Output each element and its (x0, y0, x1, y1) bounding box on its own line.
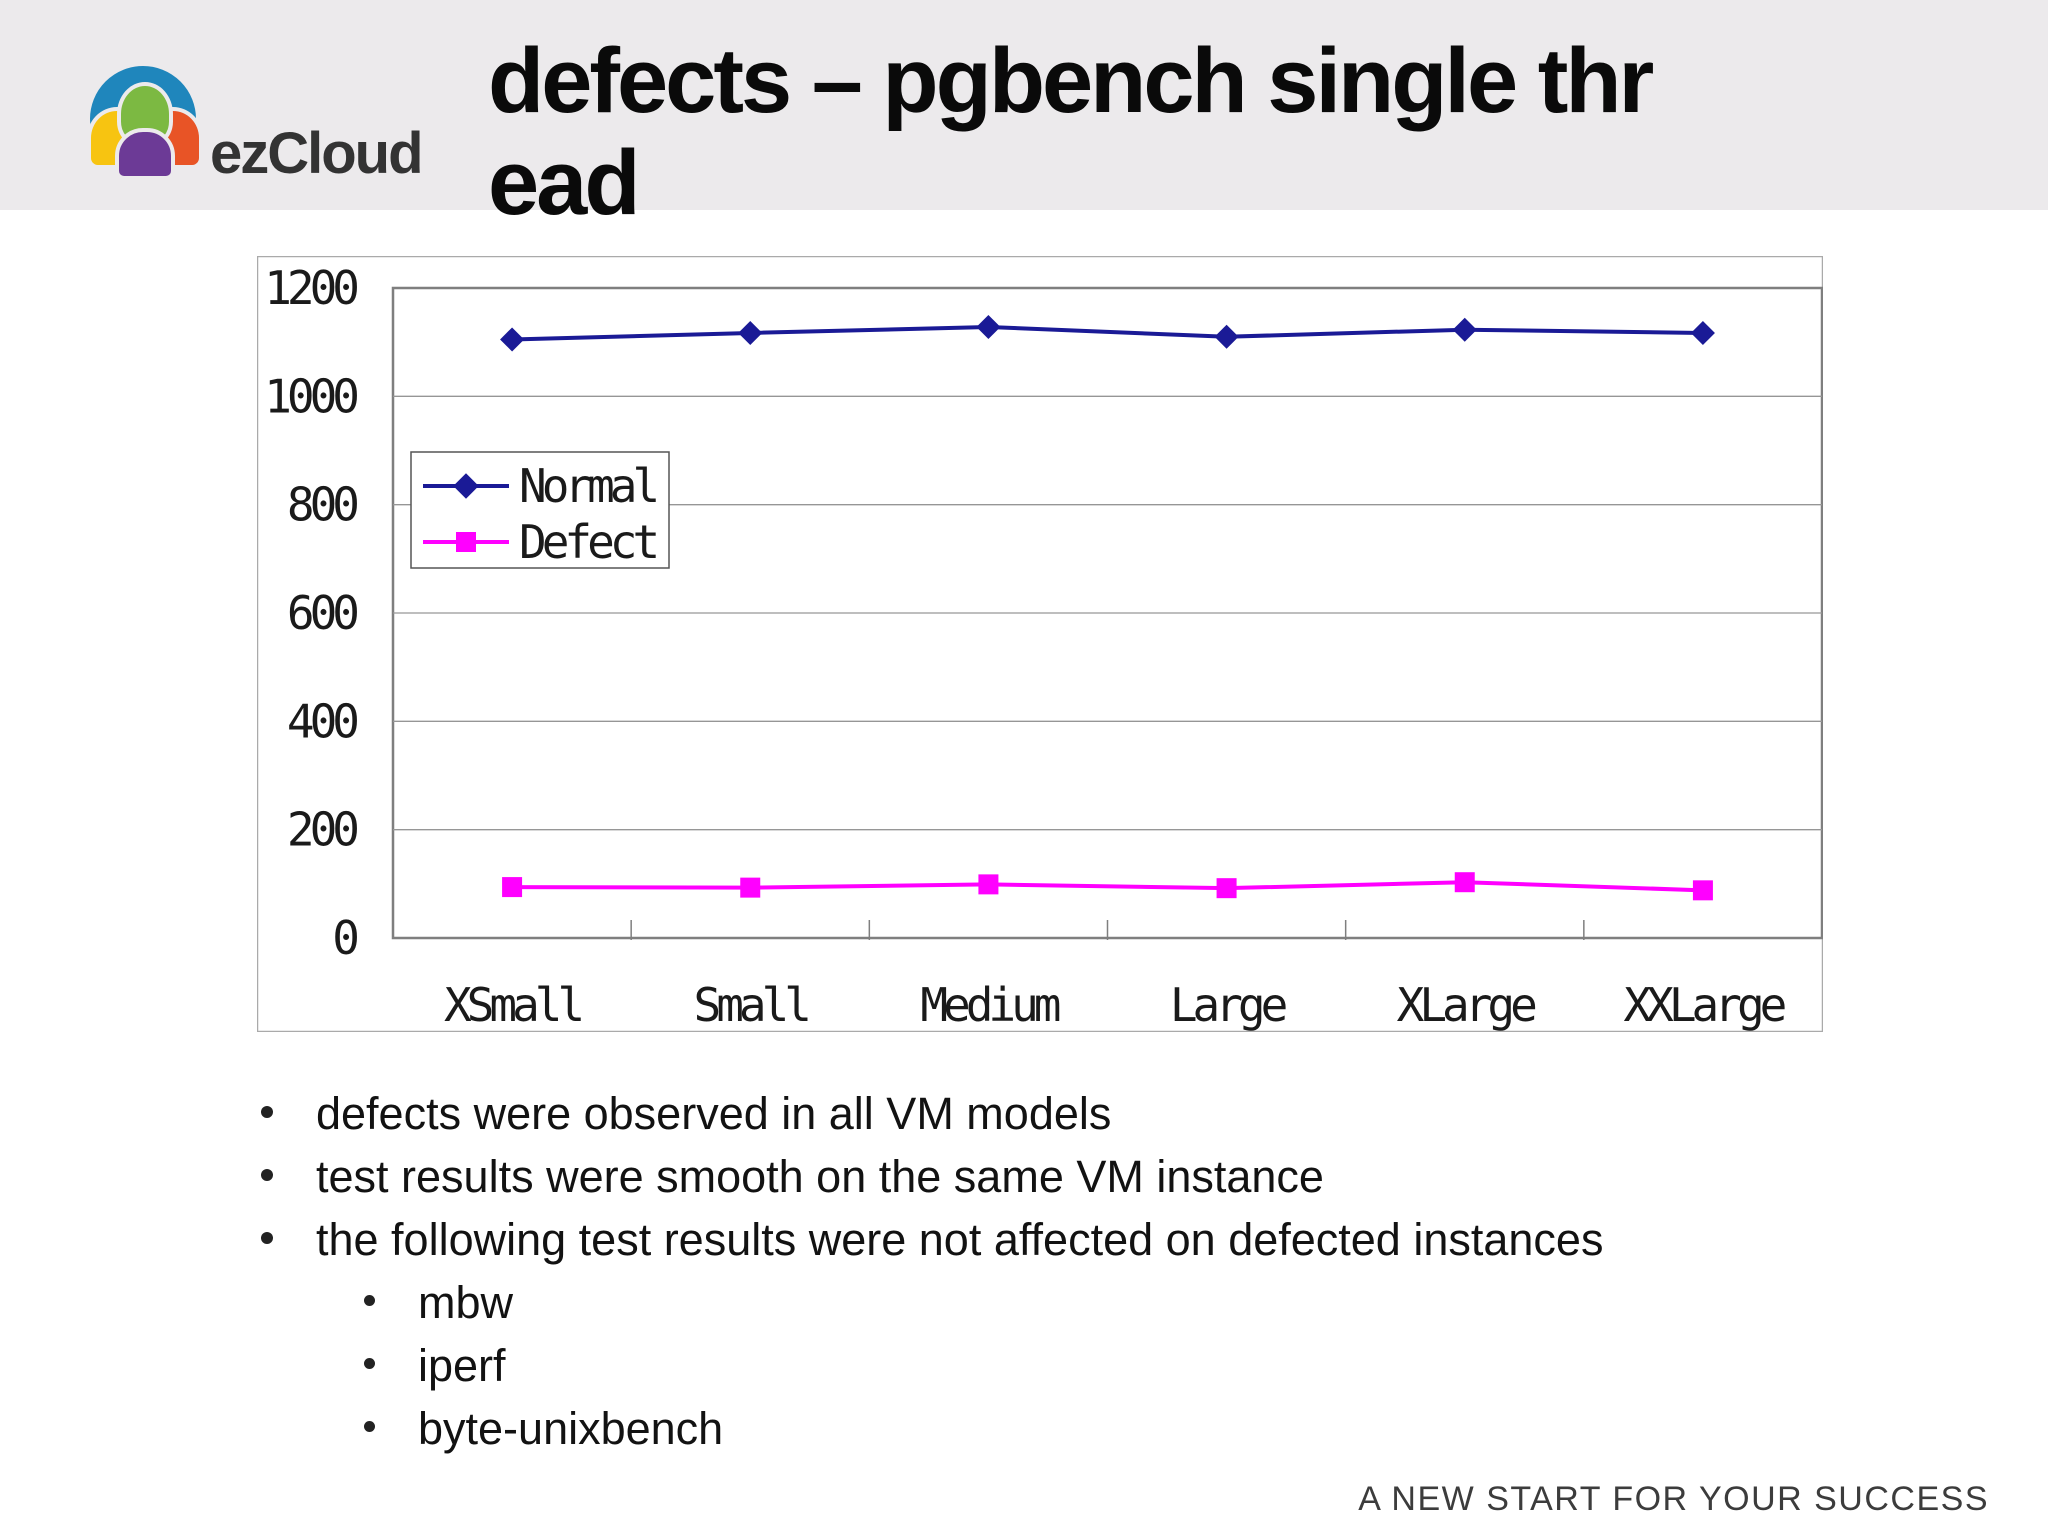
y-axis-tick-label: 1200 (264, 261, 357, 315)
x-category-label: Large (1170, 978, 1286, 1032)
bullet-icon (364, 1358, 375, 1369)
x-category-label: Medium (920, 978, 1059, 1032)
y-axis-tick-label: 400 (287, 694, 357, 748)
x-category-label: Small (694, 978, 809, 1032)
bullet-icon (261, 1106, 273, 1118)
legend-box (410, 451, 670, 569)
list-item: test results were smooth on the same VM … (261, 1149, 1941, 1212)
bullet-icon (364, 1295, 375, 1306)
ezcloud-logo-icon (86, 62, 206, 180)
bullet-text: mbw (418, 1277, 514, 1328)
list-item: mbw (261, 1275, 1941, 1338)
legend-label: Normal (519, 459, 656, 513)
defect-marker (978, 874, 999, 895)
y-axis-tick-label: 0 (332, 911, 357, 965)
bullet-text: test results were smooth on the same VM … (316, 1151, 1324, 1202)
bullet-text: byte-unixbench (418, 1403, 724, 1454)
bullet-list: defects were observed in all VM models te… (261, 1086, 1941, 1464)
normal-marker (1452, 317, 1477, 342)
bullet-text: defects were observed in all VM models (316, 1088, 1112, 1139)
chart: 0 200 400 600 800 1000 1200 XSmall Small Medium La… (256, 255, 1824, 1033)
x-category-label: XLarge (1397, 978, 1535, 1032)
y-axis-tick-label: 800 (287, 478, 357, 532)
y-axis-tick-label: 600 (287, 586, 357, 640)
defect-marker (1216, 878, 1237, 899)
x-category-label: XXLarge (1623, 978, 1784, 1032)
x-category-label: XSmall (444, 978, 581, 1032)
line-chart-svg: 0 200 400 600 800 1000 1200 XSmall Small Medium La… (256, 255, 1824, 1033)
footer-slogan: A NEW START FOR YOUR SUCCESS (1358, 1480, 1989, 1518)
page-title-line1: defects – pgbench single thr (488, 30, 1654, 132)
y-axis-tick-label: 1000 (264, 369, 357, 423)
bullet-text: the following test results were not affe… (316, 1214, 1604, 1265)
list-item: defects were observed in all VM models (261, 1086, 1941, 1149)
bullet-icon (261, 1169, 273, 1181)
normal-marker (1690, 320, 1715, 345)
defect-marker (740, 877, 761, 898)
series-line-defect (512, 880, 1703, 893)
logo-text: ezCloud (210, 121, 424, 186)
list-item: the following test results were not affe… (261, 1212, 1941, 1275)
bullet-icon (364, 1421, 375, 1432)
page-title-line2: ead (488, 132, 641, 234)
bullet-text: iperf (418, 1340, 506, 1391)
series-line-normal (512, 324, 1703, 342)
bullet-icon (261, 1232, 273, 1244)
defect-marker (1454, 872, 1475, 893)
page-title: defects – pgbench single thr ead (488, 30, 1808, 234)
header-band (0, 0, 2048, 210)
legend-diamond-marker (453, 473, 479, 499)
legend-label: Defect (519, 515, 656, 569)
defect-marker (1692, 880, 1713, 901)
list-item: byte-unixbench (261, 1401, 1941, 1464)
defect-marker (502, 877, 523, 898)
list-item: iperf (261, 1338, 1941, 1401)
logo-purple-blob (115, 128, 175, 180)
y-axis-tick-label: 200 (287, 803, 357, 857)
legend-square-marker (456, 532, 476, 552)
